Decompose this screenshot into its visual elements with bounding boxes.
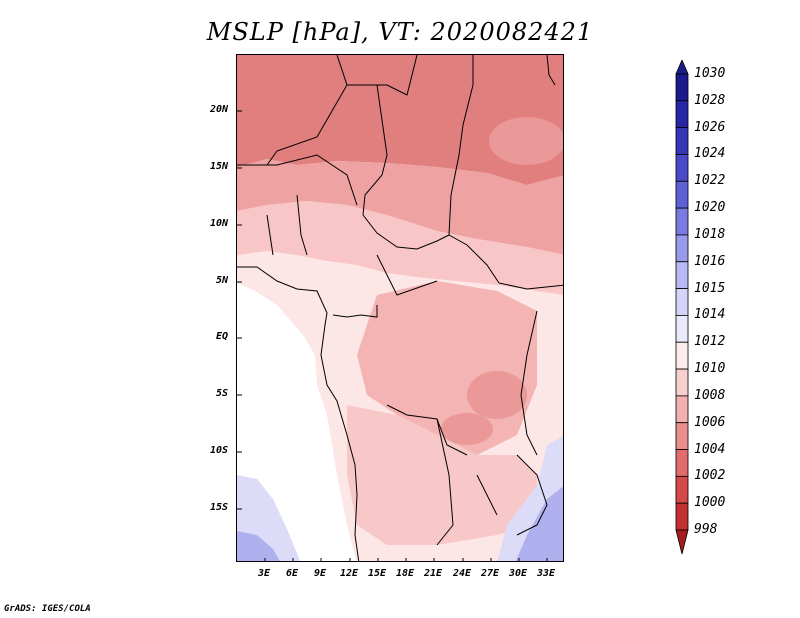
colorbar-segment [675,261,689,289]
southern-interior-zone [347,405,537,545]
colorbar-segment [675,395,689,424]
colorbar-segment [675,475,689,504]
coastline [237,266,360,561]
country-borders [237,55,563,561]
border [436,418,454,546]
border [376,254,438,296]
colorbar-bottom-arrow [675,529,689,555]
colorbar-segment [675,234,689,263]
border [296,194,308,256]
lat-label: EQ [215,331,228,342]
low-pressure-pocket [489,117,563,165]
colorbar-label: 1028 [694,92,726,108]
colorbar-segment [675,154,689,182]
lat-label: 10N [209,218,228,229]
colorbar-segment [675,502,689,531]
lon-label: 30E [508,568,528,579]
border [546,55,556,86]
low-pressure-pocket [441,413,493,445]
lon-label: 33E [536,568,556,579]
sahara-pressure-zone [237,55,563,185]
colorbar-label: 1006 [694,414,726,430]
border [498,282,563,290]
colorbar-label: 1020 [694,200,726,216]
low-pressure-pocket [467,371,527,419]
sahel-pressure-zone [237,159,563,255]
border [520,310,538,456]
lon-label: 6E [285,568,299,579]
lat-label: 10S [209,445,228,456]
colorbar-label: 1016 [694,253,726,269]
border [516,454,548,536]
lon-label: 24E [452,568,472,579]
lat-label: 15N [209,161,228,172]
atlantic-high-core [237,531,280,561]
border [266,214,274,256]
border [448,55,474,236]
colorbar-segment [675,100,689,129]
border [332,305,378,318]
grads-credit: GrADS: IGES/COLA [4,604,91,614]
lon-label: 18E [395,568,415,579]
lat-label: 15S [209,502,228,513]
colorbar-label: 1012 [694,334,726,350]
lat-label: 5N [215,275,228,286]
colorbar-segment [675,288,689,316]
colorbar-label: 1018 [694,226,726,242]
colorbar-label: 1015 [694,280,726,296]
colorbar-segment [675,315,689,343]
colorbar-segment [675,207,689,236]
lon-label: 3E [257,568,271,579]
southeast-high-core [515,486,563,561]
colorbar-label: 1030 [694,66,726,81]
colorbar-label: 1000 [694,495,726,511]
colorbar [675,60,689,555]
colorbar-label: 1008 [694,387,726,403]
colorbar-label: 1026 [694,119,726,135]
savanna-pressure-zone [237,201,563,295]
lat-label: 5S [215,388,228,399]
border [362,214,450,250]
lon-label: 27E [480,568,500,579]
colorbar-top-arrow [675,60,689,75]
lat-label: 20N [209,104,228,115]
border [476,474,498,516]
border [347,55,418,96]
border [448,234,500,284]
mslp-map [236,54,564,562]
map-title: MSLP [hPa], VT: 2020082421 [206,18,594,46]
lon-label: 9E [313,568,327,579]
colorbar-label: 1024 [694,146,726,162]
colorbar-segment [675,422,689,450]
border [237,154,358,206]
colorbar-segment [675,73,689,102]
colorbar-label: 998 [694,522,718,537]
colorbar-label: 1014 [694,307,726,323]
colorbar-segment [675,180,689,209]
colorbar-label: 1004 [694,441,726,457]
colorbar-segment [675,449,689,477]
colorbar-segment [675,127,689,155]
colorbar-segment [675,368,689,397]
colorbar-label: 1010 [694,361,726,377]
colorbar-label: 1022 [694,173,726,189]
lon-label: 21E [423,568,443,579]
colorbar-label: 1002 [694,468,726,484]
border [362,84,388,216]
lon-label: 15E [367,568,387,579]
lon-label: 12E [339,568,359,579]
colorbar-segment [675,341,689,370]
